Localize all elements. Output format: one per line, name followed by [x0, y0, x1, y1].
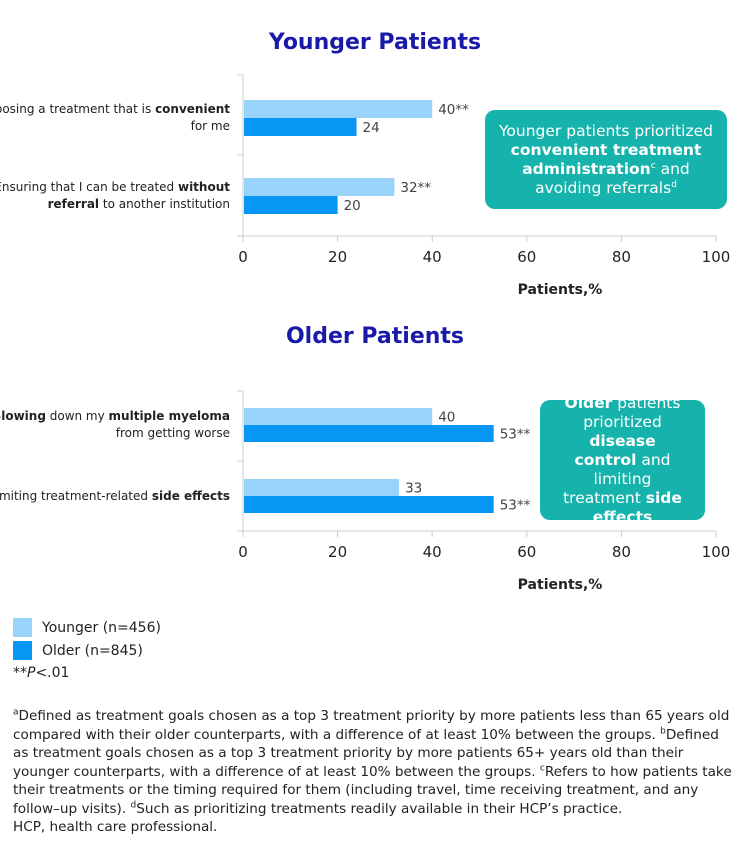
footnote-hcp: HCP, health care professional. [13, 819, 218, 835]
bar-younger [244, 479, 400, 496]
category-label: Slowing down my multiple myeloma [0, 409, 230, 423]
callout-older: Older patients prioritized disease contr… [540, 394, 705, 526]
footnote-c: Refers to how patients take their treatm… [13, 763, 732, 817]
callout-text: patients [612, 393, 681, 412]
data-label: 24 [363, 120, 380, 136]
category-label-part: Slowing [0, 409, 46, 423]
x-tick-label: 0 [238, 248, 248, 266]
x-tick-label: 80 [612, 543, 631, 561]
footnote-marker: c [539, 762, 545, 773]
chart-older: 0 20 40 60 80 100 Patients,% 40 53** Slowing down… [0, 390, 731, 593]
x-tick-label: 40 [423, 248, 442, 266]
category-label: referral to another institution [48, 197, 230, 211]
legend-label: Younger (n=456) [42, 619, 161, 636]
footnote-a: Defined as treatment goals chosen as a t… [13, 708, 730, 743]
significance-note: **P<.01 [13, 665, 69, 681]
data-label: 53** [500, 427, 531, 443]
data-label: 20 [344, 198, 361, 214]
x-tick-label: 0 [238, 543, 248, 561]
callout-text: and limiting [593, 450, 671, 488]
bar-younger [244, 178, 395, 196]
chart-title-younger: Younger Patients [268, 30, 482, 55]
category-label-part: side effects [152, 489, 230, 503]
x-tick-label: 40 [423, 543, 442, 561]
category-label-part: referral [48, 197, 99, 211]
callout-text: prioritized [583, 412, 662, 431]
x-tick-label: 60 [517, 543, 536, 561]
category-label: from getting worse [116, 426, 230, 440]
callout-younger: Younger patients prioritized convenient … [485, 110, 727, 209]
category-label-part: from getting worse [116, 426, 230, 440]
legend-swatch-older [13, 641, 32, 660]
sig-p: P [27, 665, 36, 681]
sig-threshold: <.01 [35, 665, 70, 681]
bar-younger [244, 100, 433, 118]
x-tick-label: 20 [328, 543, 347, 561]
callout-text-bold: convenient treatment [510, 140, 702, 159]
x-axis-label: Patients,% [518, 282, 603, 298]
footnote-ref: c [650, 160, 656, 171]
category-label-part: Ensuring that I can be treated [0, 180, 178, 194]
category-label-part: down my [46, 409, 109, 423]
data-label: 40** [438, 102, 469, 118]
sig-stars: ** [13, 665, 27, 681]
data-label: 40 [438, 410, 455, 426]
bar-younger [244, 408, 433, 425]
chart-younger: 0 20 40 60 80 100 Patients,% 40** 24 Choosing a t… [0, 74, 731, 298]
callout-text: Younger patients prioritized [499, 121, 713, 140]
callout-text: and [655, 159, 690, 178]
callout-text-bold: control [574, 450, 637, 469]
legend-item-younger: Younger (n=456) [13, 618, 161, 637]
footnotes: aDefined as treatment goals chosen as a … [13, 707, 738, 837]
bar-older [244, 118, 357, 136]
callout-text-bold: administration [522, 159, 651, 178]
footnote-b: Defined as treatment goals chosen as a t… [13, 726, 719, 780]
x-axis-label: Patients,% [518, 577, 603, 593]
x-tick-label: 100 [702, 248, 731, 266]
category-label-part: for me [191, 119, 230, 133]
callout-text: treatment [563, 488, 646, 507]
category-label: Ensuring that I can be treated without [0, 180, 230, 194]
bar-older [244, 425, 494, 442]
legend-swatch-younger [13, 618, 32, 637]
legend-item-older: Older (n=845) [13, 641, 143, 660]
callout-text: avoiding referrals [535, 178, 672, 197]
callout-text-bold: side [645, 488, 682, 507]
chart-title-older: Older Patients [285, 324, 465, 349]
category-label-part: Limiting treatment-related [0, 489, 152, 503]
footnote-marker: b [660, 725, 666, 736]
category-label-part: to another institution [99, 197, 230, 211]
bar-older [244, 496, 494, 513]
callout-text-bold: effects [592, 507, 653, 526]
category-label-part: without [178, 180, 230, 194]
x-tick-label: 20 [328, 248, 347, 266]
footnote-d: Such as prioritizing treatments readily … [136, 800, 623, 817]
data-label: 53** [500, 498, 531, 514]
category-label: for me [191, 119, 230, 133]
category-label: Choosing a treatment that is convenient [0, 102, 230, 116]
bar-older [244, 196, 338, 214]
category-label-part: multiple myeloma [109, 409, 230, 423]
category-label-part: Choosing a treatment that is [0, 102, 155, 116]
x-tick-label: 80 [612, 248, 631, 266]
footnote-ref: d [671, 179, 677, 190]
callout-text-bold: disease [589, 431, 656, 450]
footnote-marker: d [130, 799, 137, 810]
data-label: 33 [405, 481, 422, 497]
legend-label: Older (n=845) [42, 642, 143, 659]
category-label: Limiting treatment-related side effects [0, 489, 230, 503]
data-label: 32** [400, 180, 431, 196]
category-label-part: convenient [155, 102, 230, 116]
footnote-marker: a [13, 707, 19, 718]
x-tick-label: 60 [517, 248, 536, 266]
x-tick-label: 100 [702, 543, 731, 561]
callout-text-bold: Older [564, 393, 613, 412]
